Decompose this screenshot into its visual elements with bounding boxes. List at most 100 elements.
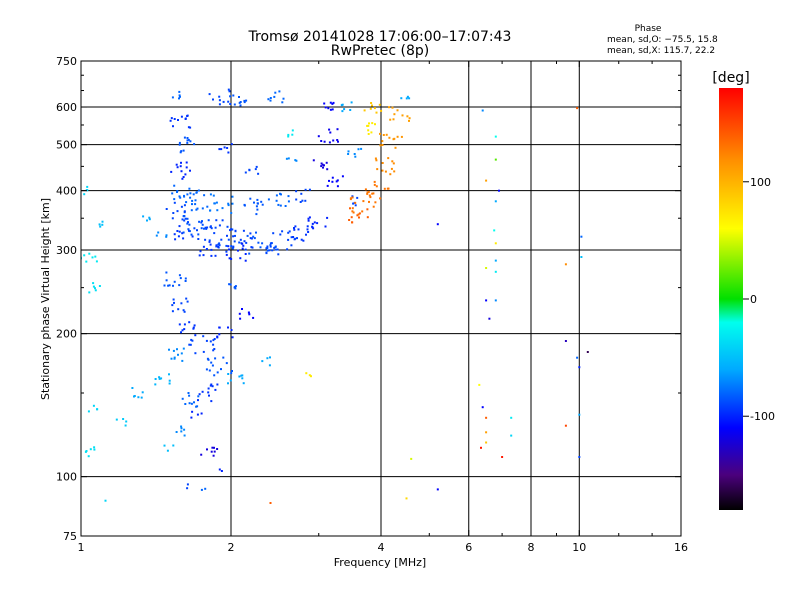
data-point [180, 302, 183, 305]
data-point [320, 140, 323, 142]
data-point [183, 328, 186, 331]
data-point [209, 384, 212, 387]
data-point [391, 106, 394, 109]
data-point [214, 388, 217, 391]
data-point [297, 228, 300, 231]
data-point [170, 117, 173, 120]
data-point [181, 329, 184, 332]
data-point [189, 192, 192, 195]
data-point [210, 361, 213, 364]
data-point [369, 107, 372, 110]
data-point [388, 136, 391, 139]
data-point [231, 228, 234, 231]
data-point [374, 123, 376, 126]
colorbar [719, 88, 743, 510]
data-point [311, 226, 314, 229]
data-point [215, 245, 218, 248]
data-point [185, 201, 188, 204]
data-point [200, 221, 203, 224]
data-point [244, 253, 247, 255]
data-point [181, 177, 184, 180]
data-point [253, 201, 255, 204]
data-point [101, 223, 104, 226]
data-point [326, 184, 329, 187]
data-point [239, 317, 242, 320]
data-point [183, 323, 186, 326]
data-point [200, 227, 203, 230]
data-point [188, 187, 191, 190]
data-point [242, 382, 245, 385]
data-point [185, 297, 188, 300]
data-point [195, 191, 198, 194]
data-point [240, 374, 243, 377]
data-point [96, 408, 99, 411]
data-point [366, 216, 369, 219]
colorbar-ticks: 100 0 -100 [743, 176, 775, 423]
data-point [305, 372, 308, 375]
data-point [171, 217, 174, 220]
data-point [188, 394, 191, 397]
data-point [290, 244, 293, 247]
data-point [268, 249, 271, 252]
data-point [208, 93, 211, 96]
data-point [212, 454, 215, 457]
data-point [343, 108, 346, 111]
data-point [328, 128, 331, 131]
data-point [347, 150, 350, 153]
data-point [180, 115, 183, 118]
data-point [311, 222, 314, 225]
data-point [230, 372, 233, 375]
y-tick-label: 100 [56, 471, 77, 484]
data-point [485, 299, 488, 302]
data-point [304, 188, 307, 191]
data-point [137, 396, 140, 399]
data-point [211, 364, 214, 367]
data-point [163, 444, 166, 447]
data-point [92, 404, 95, 407]
data-point [229, 379, 232, 382]
data-point [186, 137, 189, 139]
data-point [208, 240, 211, 243]
data-point [287, 238, 290, 241]
data-point [218, 326, 221, 329]
data-point [389, 118, 392, 121]
data-point [354, 201, 357, 204]
data-point [380, 109, 383, 112]
x-tick-label: 16 [674, 541, 688, 554]
data-point [351, 221, 354, 224]
data-point [85, 260, 88, 263]
data-point [196, 405, 199, 408]
data-point [173, 233, 176, 236]
data-point [171, 310, 174, 313]
data-point [181, 218, 184, 221]
data-point [187, 138, 190, 141]
data-point [313, 221, 316, 224]
data-point [191, 203, 193, 206]
x-tick-label: 4 [378, 541, 385, 554]
data-point [481, 406, 484, 409]
data-point [371, 104, 373, 107]
data-point [269, 245, 272, 248]
data-point [210, 400, 213, 403]
y-axis-label: Stationary phase Virtual Height [km] [39, 198, 52, 400]
data-point [173, 357, 176, 360]
data-point [269, 244, 272, 247]
data-point [325, 161, 328, 164]
data-point [320, 162, 323, 165]
y-axis-ticks: 75 100 200 300 400 500 600 750 [56, 55, 681, 543]
data-point [181, 232, 184, 235]
data-point [85, 450, 88, 452]
data-point [201, 390, 204, 393]
data-point [348, 219, 351, 221]
data-point [323, 140, 326, 143]
data-point [248, 252, 251, 255]
data-point [189, 140, 192, 143]
data-point [95, 260, 98, 263]
data-point [204, 487, 207, 490]
data-point [287, 200, 290, 203]
data-point [187, 126, 190, 129]
data-point [302, 239, 305, 242]
data-point [220, 470, 223, 472]
data-point [356, 196, 359, 199]
data-point [239, 238, 242, 241]
